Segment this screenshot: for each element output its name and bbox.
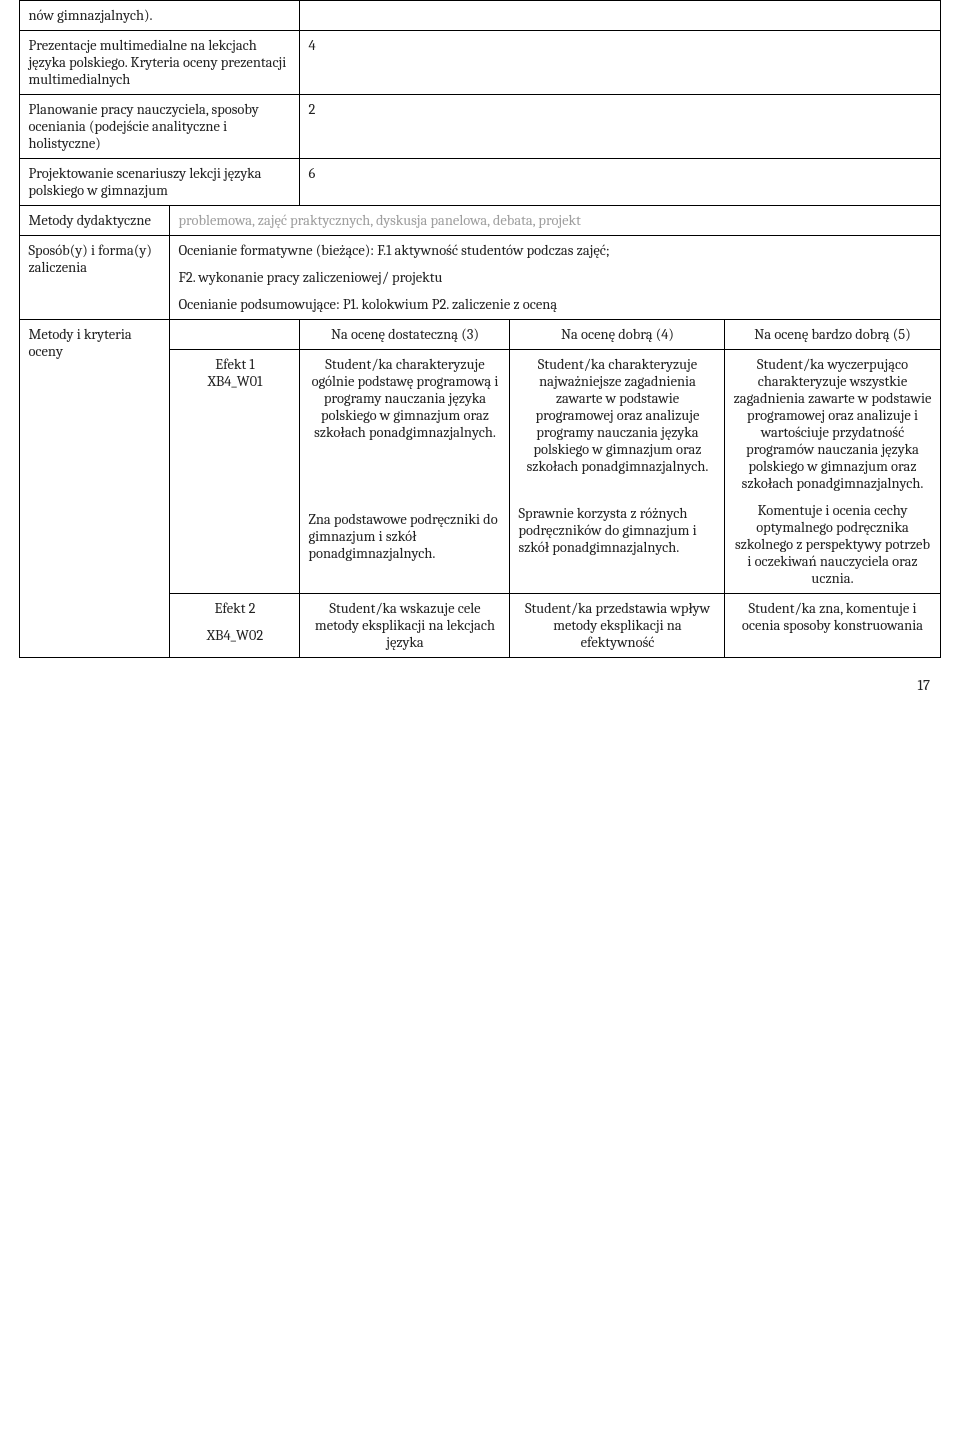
table-row: Prezentacje multimedialne na lekcjach ję…: [20, 31, 940, 95]
text-block: Student/ka wyczerpująco charakteryzuje w…: [733, 356, 931, 492]
cell-hdr-blank: [170, 320, 300, 350]
cell-value: 4: [300, 31, 940, 95]
cell-value: 6: [300, 159, 940, 206]
cell-hdr-5: Na ocenę bardzo dobrą (5): [725, 320, 940, 350]
table-row: Projektowanie scenariuszy lekcji języka …: [20, 159, 940, 206]
table-row: Planowanie pracy nauczyciela, sposoby oc…: [20, 95, 940, 159]
text-line: F2. wykonanie pracy zaliczeniowej/ proje…: [178, 269, 931, 286]
efekt-label: Efekt 1: [178, 356, 291, 373]
cell-value-grey: problemowa, zajęć praktycznych, dyskusja…: [170, 206, 940, 236]
efekt-label: Efekt 2: [178, 600, 291, 617]
cell-grade-5: Student/ka zna, komentuje i ocenia sposo…: [725, 594, 940, 658]
cell-label: Metody i kryteria oceny: [20, 320, 170, 658]
table-row-metody: Metody dydaktyczne problemowa, zajęć pra…: [20, 206, 940, 236]
cell-grade-5: Student/ka wyczerpująco charakteryzuje w…: [725, 350, 940, 594]
text-block: Komentuje i ocenia cechy optymalnego pod…: [733, 502, 931, 587]
cell-label: Metody dydaktyczne: [20, 206, 170, 236]
text-line: Ocenianie podsumowujące: P1. kolokwium P…: [178, 296, 931, 313]
table-row: nów gimnazjalnych).: [20, 1, 940, 31]
cell-grade-3: Student/ka charakteryzuje ogólnie podsta…: [300, 350, 510, 594]
cell-label: Planowanie pracy nauczyciela, sposoby oc…: [20, 95, 300, 159]
cell-efekt-code: Efekt 1 XB4_W01: [170, 350, 300, 594]
cell-value: Ocenianie formatywne (bieżące): F.1 akty…: [170, 236, 940, 320]
text-block: Student/ka charakteryzuje najważniejsze …: [518, 356, 716, 475]
text-block: Sprawnie korzysta z różnych podręczników…: [518, 505, 716, 556]
cell-label: nów gimnazjalnych).: [20, 1, 300, 31]
content-table: nów gimnazjalnych). Prezentacje multimed…: [19, 0, 940, 658]
cell-efekt-code: Efekt 2 XB4_W02: [170, 594, 300, 658]
cell-grade-4: Student/ka charakteryzuje najważniejsze …: [510, 350, 725, 594]
text-line: Ocenianie formatywne (bieżące): F.1 akty…: [178, 242, 931, 259]
cell-hdr-4: Na ocenę dobrą (4): [510, 320, 725, 350]
table-row-sposoby: Sposób(y) i forma(y) zaliczenia Oceniani…: [20, 236, 940, 320]
text-block: Student/ka charakteryzuje ogólnie podsta…: [308, 356, 501, 441]
efekt-code: XB4_W01: [178, 373, 291, 390]
cell-hdr-3: Na ocenę dostateczną (3): [300, 320, 510, 350]
table-row-kryteria-header: Metody i kryteria oceny Na ocenę dostate…: [20, 320, 940, 350]
text-block: Zna podstawowe podręczniki do gimnazjum …: [308, 511, 501, 562]
cell-label: Sposób(y) i forma(y) zaliczenia: [20, 236, 170, 320]
cell-value: 2: [300, 95, 940, 159]
cell-label: Prezentacje multimedialne na lekcjach ję…: [20, 31, 300, 95]
cell-label: Projektowanie scenariuszy lekcji języka …: [20, 159, 300, 206]
efekt-code: XB4_W02: [178, 627, 291, 644]
cell-grade-4: Student/ka przedstawia wpływ metody eksp…: [510, 594, 725, 658]
page-number: 17: [0, 658, 960, 708]
cell-grade-3: Student/ka wskazuje cele metody eksplika…: [300, 594, 510, 658]
cell-value: [300, 1, 940, 31]
